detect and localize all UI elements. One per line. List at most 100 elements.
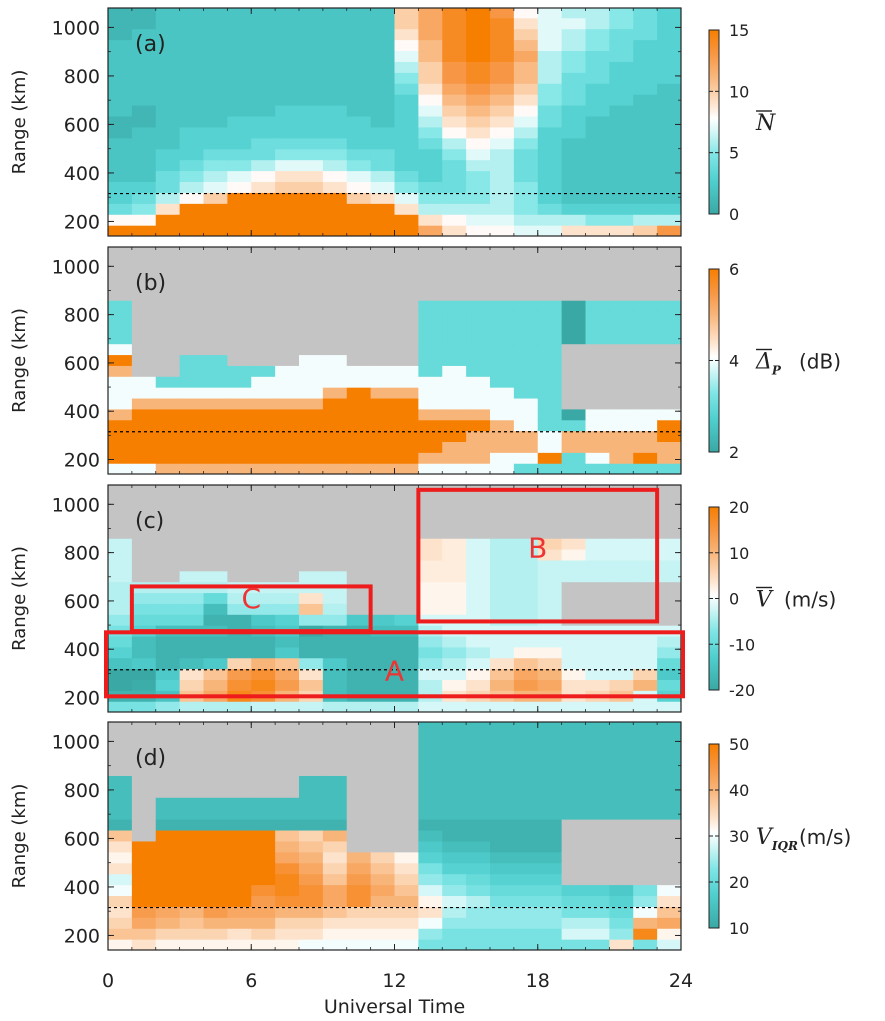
heatmap-cell — [394, 365, 419, 377]
heatmap-cell — [370, 310, 396, 323]
heatmap-cell — [322, 61, 348, 73]
heatmap-cell — [418, 17, 443, 30]
heatmap-cell — [513, 94, 539, 106]
heatmap-cell — [537, 581, 563, 594]
heatmap-cell — [203, 419, 228, 432]
heatmap-cell — [537, 851, 563, 864]
heatmap-cell — [275, 592, 300, 604]
heatmap-cell — [537, 548, 563, 561]
heatmap-cell — [490, 808, 515, 820]
heatmap-cell — [179, 463, 205, 474]
heatmap-cell — [466, 939, 491, 950]
heatmap-cell — [299, 895, 324, 907]
heatmap-cell — [346, 463, 372, 474]
heatmap-cell — [179, 94, 205, 106]
heatmap-cell — [108, 225, 133, 236]
heatmap-cell — [418, 701, 443, 712]
heatmap-cell — [585, 884, 610, 897]
heatmap-cell — [466, 247, 491, 258]
heatmap-cell — [108, 538, 133, 550]
heatmap-cell — [370, 289, 396, 301]
heatmap-cell — [609, 225, 634, 236]
heatmap-cell — [108, 354, 133, 366]
heatmap-cell — [203, 247, 228, 258]
heatmap-cell — [179, 797, 205, 809]
heatmap-cell — [609, 278, 634, 290]
heatmap-cell — [179, 192, 205, 204]
heatmap-cell — [370, 148, 396, 161]
heatmap-cell — [227, 819, 252, 831]
heatmap-cell — [322, 722, 348, 733]
heatmap-cell — [131, 387, 157, 399]
heatmap-cell — [299, 192, 324, 204]
heatmap-cell — [466, 928, 491, 940]
heatmap-cell — [203, 873, 228, 886]
heatmap-cell — [275, 646, 300, 659]
heatmap-cell — [179, 148, 205, 161]
heatmap-cell — [537, 917, 563, 929]
heatmap-cell — [346, 635, 372, 648]
heatmap-cell — [322, 267, 348, 279]
heatmap-cell — [227, 39, 252, 52]
heatmap-cell — [418, 214, 443, 226]
heatmap-cell — [609, 192, 634, 204]
heatmap-cell — [657, 452, 681, 464]
heatmap-cell — [394, 819, 419, 831]
heatmap-cell — [108, 527, 133, 539]
heatmap-cell — [251, 278, 276, 290]
heatmap-cell — [418, 635, 443, 648]
heatmap-cell — [657, 278, 681, 290]
heatmap-cell — [466, 214, 491, 226]
heatmap-cell — [275, 808, 300, 820]
heatmap-cell — [442, 247, 467, 258]
heatmap-cell — [394, 764, 419, 776]
heatmap-cell — [466, 797, 491, 809]
heatmap-cell — [203, 181, 228, 193]
heatmap-cell — [108, 310, 133, 323]
heatmap-cell — [251, 657, 276, 670]
heatmap-cell — [108, 397, 133, 410]
heatmap-cell — [466, 148, 491, 161]
heatmap-cell — [537, 679, 563, 691]
heatmap-cell — [442, 452, 467, 464]
heatmap-cell — [251, 397, 276, 410]
colorbar-unit: (dB) — [799, 350, 841, 374]
heatmap-cell — [394, 50, 419, 62]
heatmap-cell — [657, 159, 681, 172]
heatmap-cell — [466, 332, 491, 345]
heatmap-cell — [299, 365, 324, 377]
heatmap-cell — [418, 570, 443, 583]
heatmap-cell — [633, 247, 658, 258]
heatmap-cell — [346, 387, 372, 399]
heatmap-cell — [346, 939, 372, 950]
heatmap-cell — [585, 668, 610, 680]
heatmap-cell — [131, 170, 157, 183]
heatmap-cell — [155, 505, 181, 517]
heatmap-cell — [322, 819, 348, 831]
heatmap-cell — [179, 679, 205, 691]
heatmap-cell — [394, 786, 419, 798]
heatmap-cell — [275, 61, 300, 73]
heatmap-cell — [227, 731, 252, 744]
heatmap-cell — [251, 28, 276, 41]
heatmap-cell — [585, 72, 610, 84]
heatmap-cell — [322, 701, 348, 712]
heatmap-cell — [609, 310, 634, 323]
heatmap-cell — [299, 72, 324, 84]
heatmap-cell — [203, 895, 228, 907]
heatmap-cell — [537, 159, 563, 172]
heatmap-cell — [585, 851, 610, 864]
heatmap-cell — [155, 873, 181, 886]
heatmap-cell — [657, 775, 681, 787]
heatmap-cell — [633, 797, 658, 809]
heatmap-cell — [299, 39, 324, 52]
heatmap-cell — [513, 775, 539, 787]
heatmap-cell — [370, 851, 396, 864]
heatmap-cell — [466, 192, 491, 204]
heatmap-cell — [251, 321, 276, 334]
heatmap-cell — [203, 289, 228, 301]
heatmap-cell — [251, 332, 276, 345]
heatmap-cell — [131, 786, 157, 798]
heatmap-cell — [490, 722, 515, 733]
heatmap-cell — [275, 181, 300, 193]
